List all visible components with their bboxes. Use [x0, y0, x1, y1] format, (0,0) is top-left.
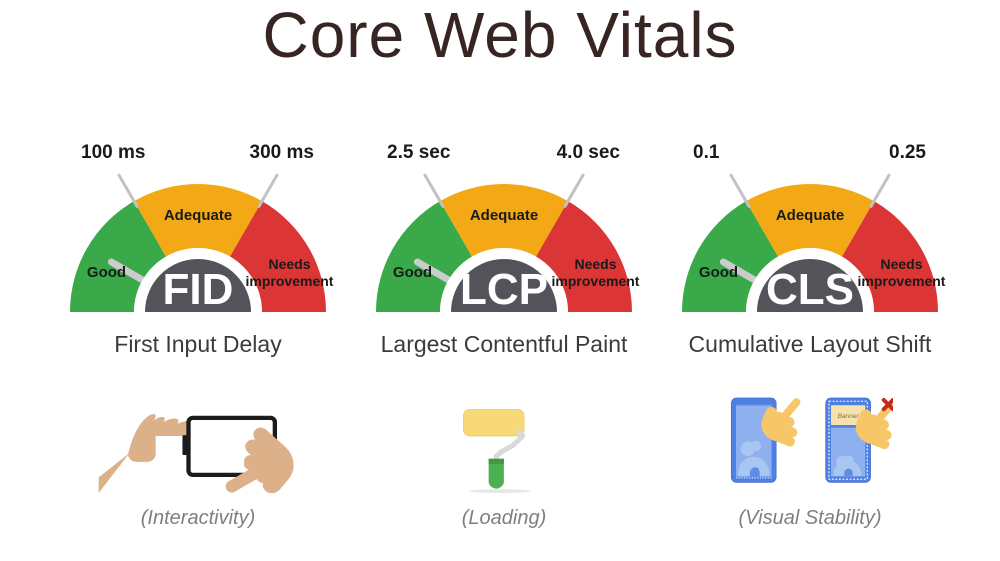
svg-text:improvement: improvement: [858, 273, 946, 289]
svg-text:CLS: CLS: [766, 265, 854, 314]
svg-text:Adequate: Adequate: [164, 207, 232, 224]
svg-text:improvement: improvement: [552, 273, 640, 289]
svg-text:Good: Good: [87, 264, 126, 281]
svg-text:Banner: Banner: [837, 413, 859, 420]
svg-text:Adequate: Adequate: [776, 207, 844, 224]
svg-text:improvement: improvement: [246, 273, 334, 289]
svg-text:Needs: Needs: [574, 256, 616, 272]
svg-text:Needs: Needs: [880, 256, 922, 272]
svg-text:Good: Good: [699, 264, 738, 281]
svg-text:Needs: Needs: [268, 256, 310, 272]
svg-text:Good: Good: [393, 264, 432, 281]
svg-text:Adequate: Adequate: [470, 207, 538, 224]
svg-text:FID: FID: [163, 265, 234, 314]
svg-text:LCP: LCP: [460, 265, 548, 314]
